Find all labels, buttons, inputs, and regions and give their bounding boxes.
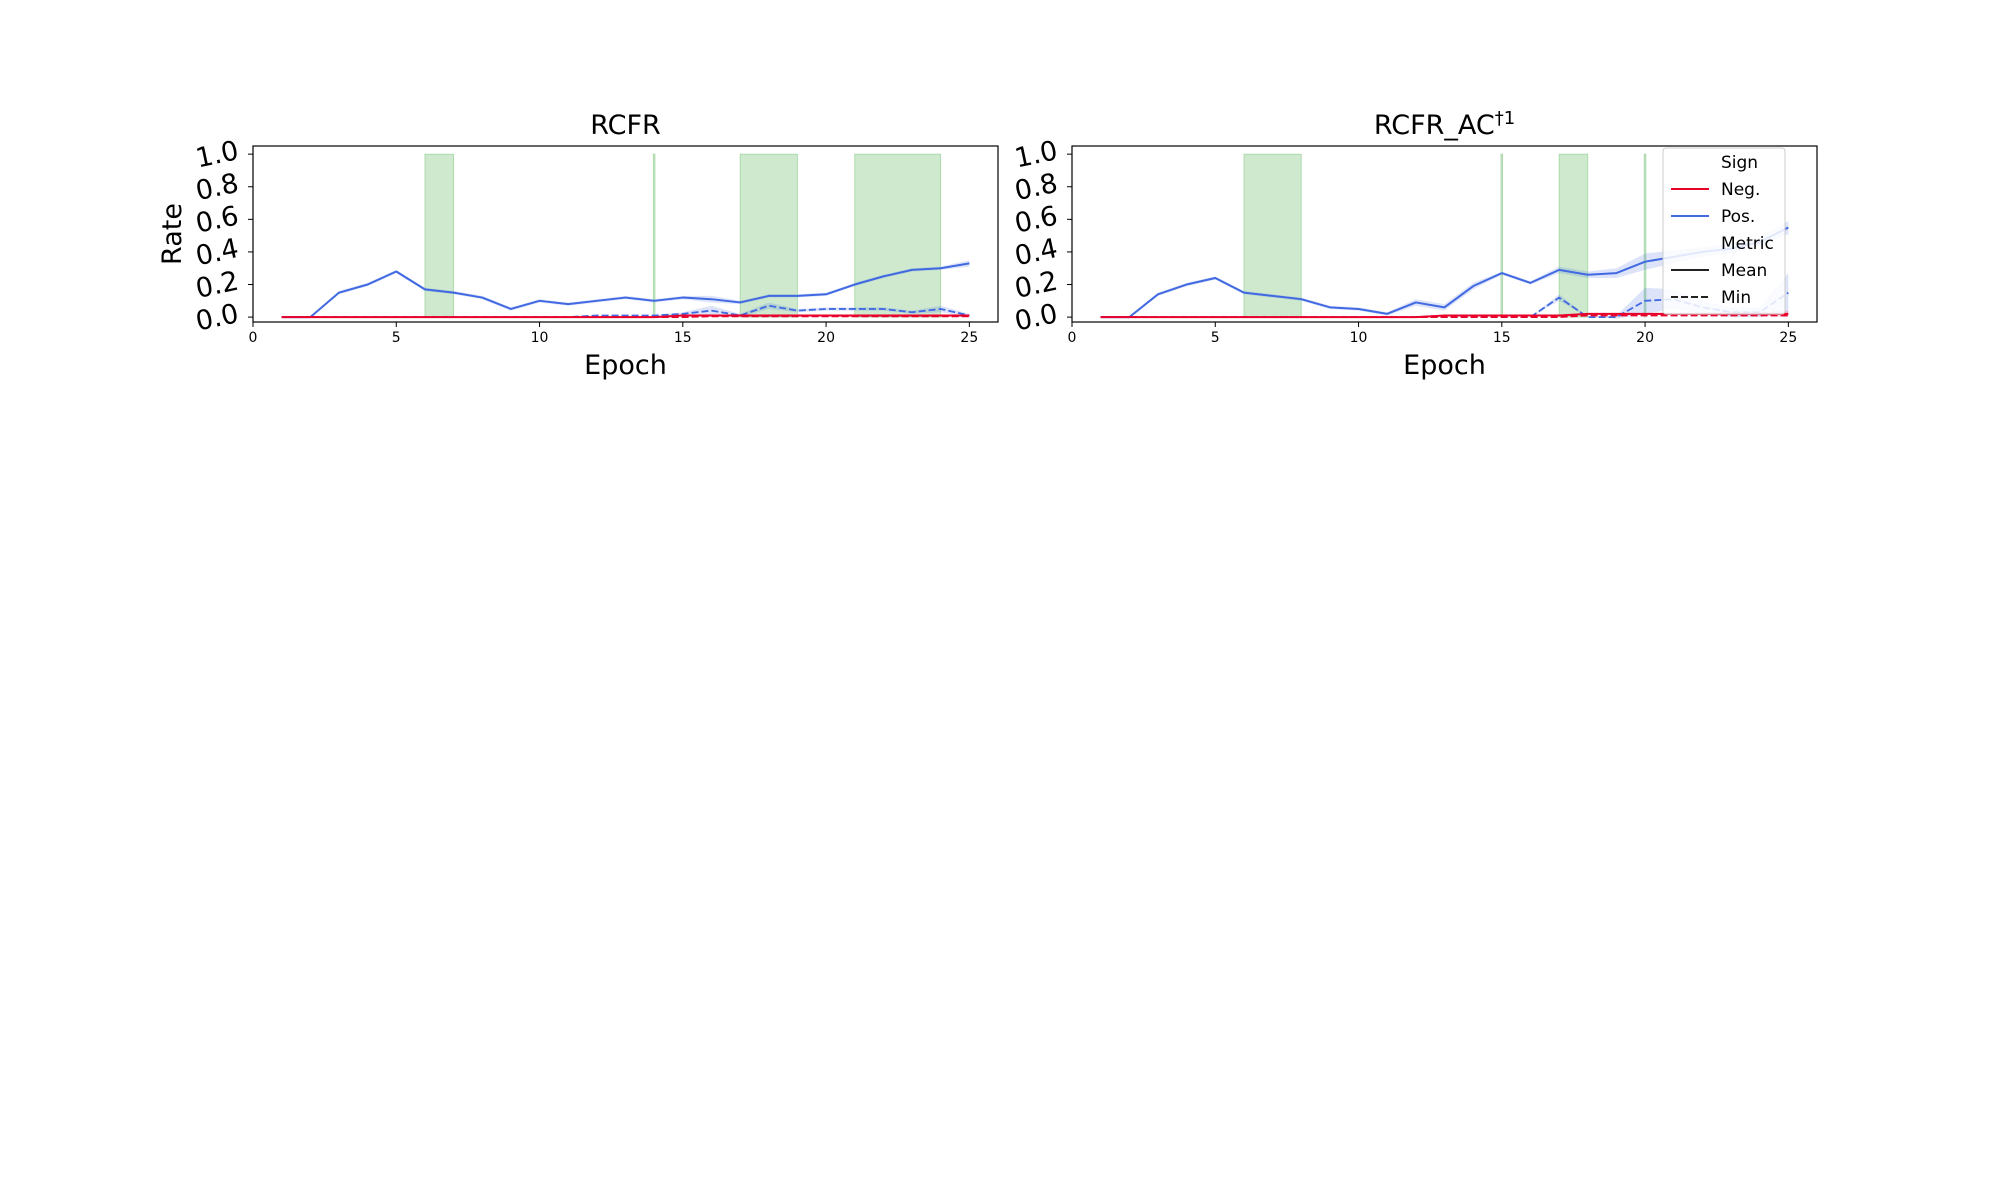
x-tick-label-15: 15 xyxy=(674,330,692,346)
highlight-spans xyxy=(424,153,942,318)
series-pos-mean-line xyxy=(281,262,970,319)
highlight-span-1 xyxy=(652,153,656,318)
chart-title-text: RCFR xyxy=(590,110,661,141)
chart-title: RCFR_AC†1 xyxy=(1374,108,1515,141)
series-neg-min-line xyxy=(281,315,970,319)
y-axis: 0.00.20.40.60.81.0 xyxy=(193,135,253,337)
highlight-span-2 xyxy=(1558,153,1589,318)
highlight-span-3 xyxy=(1643,153,1647,318)
y-axis: 0.00.20.40.60.81.0 xyxy=(1012,135,1072,337)
legend-item-mean: Mean xyxy=(1721,261,1767,281)
highlight-span-2 xyxy=(739,153,798,318)
x-tick-label-10: 10 xyxy=(531,330,549,346)
chart-title-superscript: †1 xyxy=(1495,108,1515,129)
chart-panel-rcfr-ac: 0 5 10 15 20 25 0.00.20.40.60.81.0 Epoch RCFR_AC… xyxy=(1012,108,1818,381)
y-axis-label: Rate xyxy=(157,203,188,265)
highlight-span-1 xyxy=(1500,153,1504,318)
legend-item-min: Min xyxy=(1721,288,1751,308)
series-neg-min-line xyxy=(1100,314,1789,319)
plot-area xyxy=(253,146,998,322)
x-tick-label-10: 10 xyxy=(1350,330,1368,346)
chart-panel-rcfr: 0 5 10 15 20 25 0.00.20.40.60.81.0 Epoch Rate RCF… xyxy=(157,110,999,381)
axes-frame xyxy=(252,145,999,323)
x-axis: 0 5 10 15 20 25 xyxy=(249,322,978,346)
chart-title-text: RCFR_AC xyxy=(1374,110,1495,141)
series-group xyxy=(281,260,970,319)
chart-title: RCFR xyxy=(590,110,661,141)
x-tick-label-15: 15 xyxy=(1493,330,1511,346)
x-tick-label-0: 0 xyxy=(249,330,258,346)
legend-item-neg: Neg. xyxy=(1721,180,1760,200)
highlight-spans xyxy=(1243,153,1647,318)
x-tick-label-5: 5 xyxy=(1211,330,1220,346)
axes-frame xyxy=(1071,145,1818,323)
highlight-span-3 xyxy=(854,153,942,318)
legend: Sign Neg. Pos. Metric Mean Min xyxy=(1662,147,1786,315)
highlight-span-0 xyxy=(1243,153,1302,318)
x-tick-label-0: 0 xyxy=(1068,330,1077,346)
x-tick-label-5: 5 xyxy=(392,330,401,346)
legend-section-sign: Sign xyxy=(1721,153,1758,173)
x-tick-label-25: 25 xyxy=(1779,330,1797,346)
x-axis-label: Epoch xyxy=(584,350,667,381)
x-axis-label: Epoch xyxy=(1403,350,1486,381)
x-tick-label-20: 20 xyxy=(1636,330,1654,346)
x-axis: 0 5 10 15 20 25 xyxy=(1068,322,1797,346)
legend-section-metric: Metric xyxy=(1721,234,1774,254)
x-tick-label-20: 20 xyxy=(817,330,835,346)
legend-item-pos: Pos. xyxy=(1721,207,1755,227)
x-tick-label-25: 25 xyxy=(960,330,978,346)
